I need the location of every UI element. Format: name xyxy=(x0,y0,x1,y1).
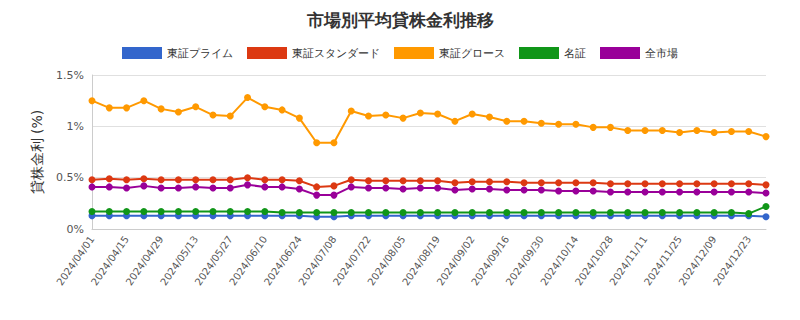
svg-text:2024/08/19: 2024/08/19 xyxy=(400,233,443,288)
svg-text:2024/04/15: 2024/04/15 xyxy=(89,233,132,288)
svg-text:2024/06/24: 2024/06/24 xyxy=(261,233,304,288)
svg-text:2024/09/16: 2024/09/16 xyxy=(469,233,512,288)
svg-text:2024/06/10: 2024/06/10 xyxy=(227,233,270,288)
svg-text:2024/05/27: 2024/05/27 xyxy=(192,233,235,288)
svg-text:東証プライム: 東証プライム xyxy=(167,47,233,60)
svg-text:2024/10/14: 2024/10/14 xyxy=(538,233,581,288)
svg-text:名証: 名証 xyxy=(564,47,586,60)
svg-text:貸株金利 (%): 貸株金利 (%) xyxy=(29,110,45,195)
svg-text:2024/11/11: 2024/11/11 xyxy=(607,233,650,288)
svg-text:2024/12/09: 2024/12/09 xyxy=(676,233,719,288)
svg-text:2024/07/08: 2024/07/08 xyxy=(296,233,339,288)
svg-text:東証グロース: 東証グロース xyxy=(439,47,505,60)
svg-text:1.5%: 1.5% xyxy=(56,69,84,82)
svg-text:2024/09/30: 2024/09/30 xyxy=(503,233,546,288)
svg-text:2024/11/25: 2024/11/25 xyxy=(642,233,685,288)
svg-text:2024/04/01: 2024/04/01 xyxy=(54,233,97,288)
svg-text:東証スタンダード: 東証スタンダード xyxy=(292,47,380,60)
svg-text:2024/09/02: 2024/09/02 xyxy=(434,233,477,288)
svg-text:2024/12/23: 2024/12/23 xyxy=(711,234,753,288)
svg-text:2024/04/29: 2024/04/29 xyxy=(123,233,166,288)
svg-text:2024/10/28: 2024/10/28 xyxy=(572,233,615,288)
svg-text:2024/08/05: 2024/08/05 xyxy=(365,233,408,288)
svg-text:0.5%: 0.5% xyxy=(56,171,84,184)
svg-text:市場別平均貸株金利推移: 市場別平均貸株金利推移 xyxy=(306,10,494,30)
svg-text:1%: 1% xyxy=(67,120,84,133)
svg-text:全市場: 全市場 xyxy=(645,47,678,60)
svg-text:2024/07/22: 2024/07/22 xyxy=(330,233,373,288)
svg-text:2024/05/13: 2024/05/13 xyxy=(158,233,201,288)
svg-text:0%: 0% xyxy=(67,223,84,236)
